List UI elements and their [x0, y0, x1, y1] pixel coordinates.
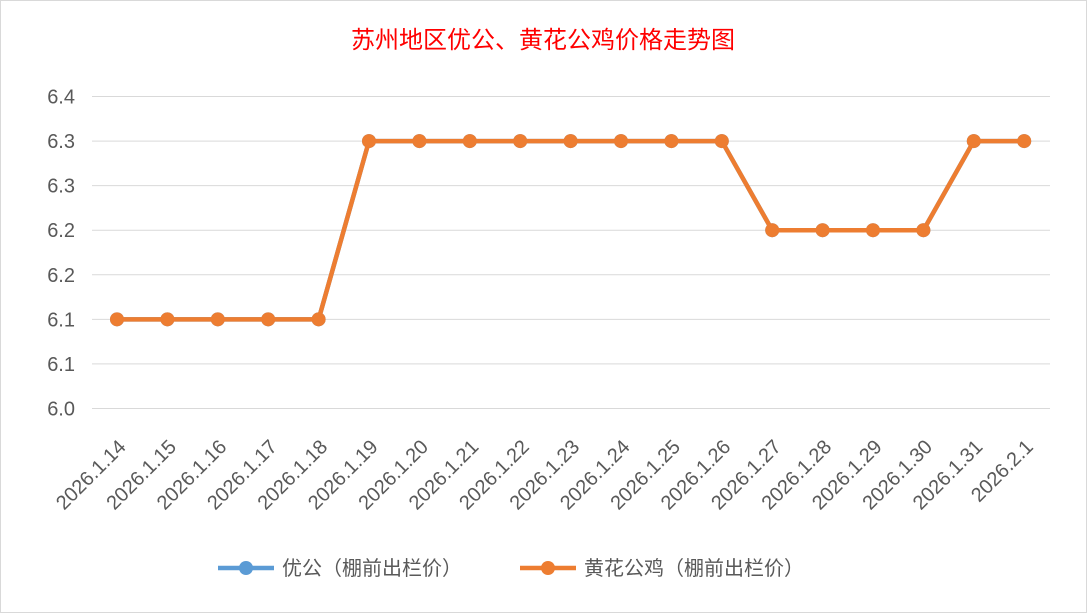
- y-axis-ticks: 6.0 6.1 6.1 6.2 6.2 6.3 6.3 6.4: [47, 87, 75, 421]
- y-tick-label: 6.1: [47, 309, 75, 331]
- y-tick-label: 6.1: [47, 354, 75, 376]
- data-point: [513, 134, 528, 149]
- data-point: [261, 312, 276, 327]
- data-point: [210, 312, 225, 327]
- y-tick-label: 6.2: [47, 265, 75, 287]
- data-point: [160, 312, 175, 327]
- series-lines: [110, 134, 1032, 327]
- data-point: [866, 223, 880, 238]
- legend: 优公（棚前出栏价） 黄花公鸡（棚前出栏价）: [218, 556, 804, 580]
- legend-label: 黄花公鸡（棚前出栏价）: [584, 556, 804, 580]
- y-tick-label: 6.3: [47, 176, 75, 198]
- legend-entry-1: 优公（棚前出栏价）: [218, 556, 462, 580]
- y-tick-label: 6.0: [47, 399, 75, 421]
- x-axis-ticks: 2026.1.142026.1.152026.1.162026.1.172026…: [52, 436, 1038, 514]
- data-point: [110, 312, 124, 327]
- data-point: [664, 134, 679, 149]
- data-point: [1017, 134, 1032, 149]
- gridlines: [92, 96, 1050, 409]
- legend-entry-2: 黄花公鸡（棚前出栏价）: [520, 556, 804, 580]
- data-point: [815, 223, 830, 238]
- chart-title: 苏州地区优公、黄花公鸡价格走势图: [351, 26, 735, 54]
- data-point: [916, 223, 931, 238]
- legend-marker: [541, 561, 555, 575]
- y-tick-label: 6.3: [47, 131, 75, 153]
- data-point: [311, 312, 326, 327]
- y-tick-label: 6.2: [47, 220, 75, 242]
- series-2: [110, 134, 1032, 327]
- data-point: [714, 134, 729, 149]
- data-point: [462, 134, 477, 149]
- legend-label: 优公（棚前出栏价）: [282, 556, 462, 580]
- data-point: [614, 134, 628, 149]
- data-point: [412, 134, 427, 149]
- data-point: [362, 134, 376, 149]
- data-point: [563, 134, 578, 149]
- legend-marker: [239, 561, 253, 575]
- y-tick-label: 6.4: [47, 87, 75, 109]
- data-point: [765, 223, 780, 238]
- data-point: [966, 134, 981, 149]
